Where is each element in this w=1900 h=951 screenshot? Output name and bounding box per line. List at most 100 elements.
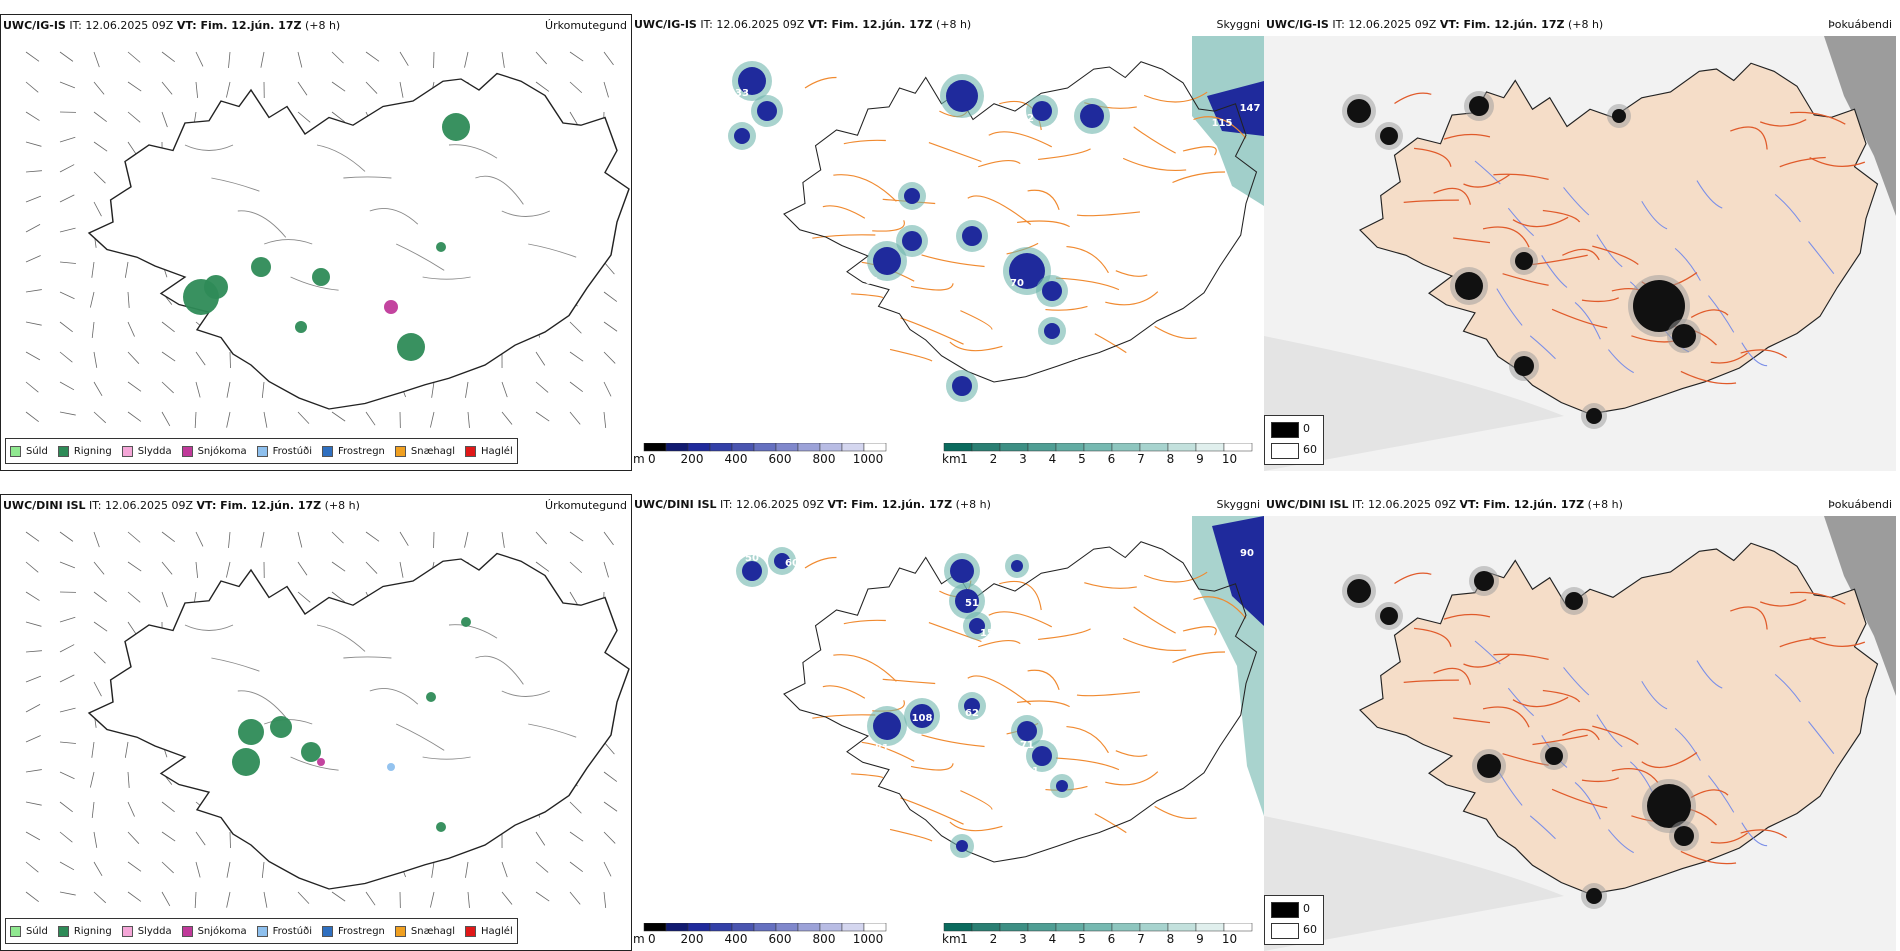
visibility-tick: 10 (1222, 932, 1237, 946)
precip-type-panel-row2: UWC/DINI ISL IT: 12.06.2025 09Z VT: Fim.… (0, 494, 632, 951)
visibility-tick: 3 (1019, 932, 1027, 946)
panel-type-label: Úrkomutegund (545, 499, 627, 512)
visibility-unit: km (942, 932, 961, 946)
precip-legend: Súld Rigning Slydda Snjókoma Frostúði Fr… (5, 918, 518, 944)
visibility-tick: 8 (1167, 932, 1175, 946)
cloud-base-value: 13 (1090, 133, 1104, 144)
panel-header: UWC/IG-IS IT: 12.06.2025 09Z VT: Fim. 12… (634, 18, 971, 31)
visibility-tick: 9 (1196, 932, 1204, 946)
iceland-outline (89, 554, 629, 890)
cloud-base-value: 70 (1010, 278, 1024, 289)
panel-header: UWC/DINI ISL IT: 12.06.2025 09Z VT: Fim.… (634, 498, 991, 511)
visibility-unit: km (942, 452, 961, 466)
legend-item-rigning: Rigning (58, 446, 112, 457)
cloud-base-value: 60 (785, 558, 799, 569)
cloud-base-tick: 800 (813, 452, 836, 466)
cloud-base-unit: m (633, 932, 645, 946)
cloud-base-value: 81 (875, 743, 889, 754)
visibility-tick: 7 (1137, 932, 1145, 946)
cloud-base-tick: 0 (648, 452, 656, 466)
fog-map (1264, 516, 1896, 951)
cloud-base-tick: 400 (725, 932, 748, 946)
fog-key: 0 60 (1264, 895, 1324, 945)
legend-item-frostudi: Frostúði (257, 446, 312, 457)
cloud-base-tick: 600 (769, 932, 792, 946)
legend-item-snjokoma: Snjókoma (182, 926, 247, 937)
panel-type-label: Þokuábendi (1828, 498, 1892, 511)
cloud-base-value: 115 (1212, 118, 1233, 129)
visibility-tick: 5 (1078, 452, 1086, 466)
legend-item-frostudi: Frostúði (257, 926, 312, 937)
visibility-tick: 9 (1196, 452, 1204, 466)
visibility-tick: 1 (960, 932, 968, 946)
visibility-tick: 2 (990, 452, 998, 466)
legend-item-sold: Súld (10, 926, 48, 937)
panel-header: UWC/DINI ISL IT: 12.06.2025 09Z VT: Fim.… (1266, 498, 1623, 511)
cloud-base-value: 67 (1007, 300, 1021, 311)
cloud-base-value: 61 (865, 276, 879, 287)
visibility-tick: 2 (990, 932, 998, 946)
road-network (805, 558, 1246, 842)
visibility-tick: 6 (1108, 452, 1116, 466)
cloud-base-value: 71 (1020, 740, 1034, 751)
panel-type-label: Þokuábendi (1828, 18, 1892, 31)
visibility-tick: 5 (1078, 932, 1086, 946)
legend-item-haglel: Haglél (465, 446, 513, 457)
cloud-base-value: 90 (1240, 548, 1254, 559)
legend-item-slydda: Slydda (122, 446, 172, 457)
cloud-base-unit: m (633, 452, 645, 466)
cloud-base-value: 32 (930, 400, 944, 411)
panel-type-label: Úrkomutegund (545, 19, 627, 32)
cloud-base-tick: 800 (813, 932, 836, 946)
legend-item-frostregn: Frostregn (322, 926, 385, 937)
cloud-base-tick: 200 (681, 932, 704, 946)
legend-item-snaehagl: Snæhagl (395, 926, 455, 937)
visibility-tick: 6 (1108, 932, 1116, 946)
cloud-base-tick: 1000 (853, 452, 884, 466)
sea-fog-area (1192, 516, 1264, 816)
cloud-base-value: 33 (735, 88, 749, 99)
cloud-base-value: 15 (980, 628, 994, 639)
cloud-base-value: 45 (945, 118, 959, 129)
cloud-base-value: 12 (910, 400, 924, 411)
cloud-base-value: 62 (1020, 113, 1034, 124)
visibility-tick: 4 (1049, 932, 1057, 946)
cloud-base-value: 147 (1240, 103, 1261, 114)
cloud-base-value: 51 (965, 598, 979, 609)
legend-item-sold: Súld (10, 446, 48, 457)
visibility-tick: 4 (1049, 452, 1057, 466)
cloud-base-value: 76 (920, 265, 934, 276)
low-cloud-areas (736, 547, 1074, 858)
panel-type-label: Skyggni (1217, 498, 1260, 511)
precip-legend: Súld Rigning Slydda Snjókoma Frostúði Fr… (5, 438, 518, 464)
legend-item-frostregn: Frostregn (322, 446, 385, 457)
cloud-base-tick: 200 (681, 452, 704, 466)
panel-type-label: Skyggni (1217, 18, 1260, 31)
cloud-base-value: 38 (1055, 808, 1069, 819)
visibility-panel-row1: UWC/IG-IS IT: 12.06.2025 09Z VT: Fim. 12… (632, 14, 1264, 471)
precip-map (1, 37, 631, 437)
iceland-outline (89, 74, 629, 410)
legend-item-snjokoma: Snjókoma (182, 446, 247, 457)
legend-item-rigning: Rigning (58, 926, 112, 937)
cloud-base-tick: 0 (648, 932, 656, 946)
fog-map (1264, 36, 1896, 471)
panel-header: UWC/DINI ISL IT: 12.06.2025 09Z VT: Fim.… (3, 499, 360, 512)
precip-type-panel-row1: UWC/IG-IS IT: 12.06.2025 09Z VT: Fim. 12… (0, 14, 632, 471)
precip-map (1, 517, 631, 917)
fog-panel-row1: UWC/IG-IS IT: 12.06.2025 09Z VT: Fim. 12… (1264, 14, 1896, 471)
visibility-tick: 3 (1019, 452, 1027, 466)
cloud-base-value: 4 (1029, 568, 1036, 579)
cloud-base-value: 62 (965, 708, 979, 719)
fog-key: 0 60 (1264, 415, 1324, 465)
low-cloud-areas (728, 61, 1110, 402)
cloud-base-tick: 1000 (853, 932, 884, 946)
